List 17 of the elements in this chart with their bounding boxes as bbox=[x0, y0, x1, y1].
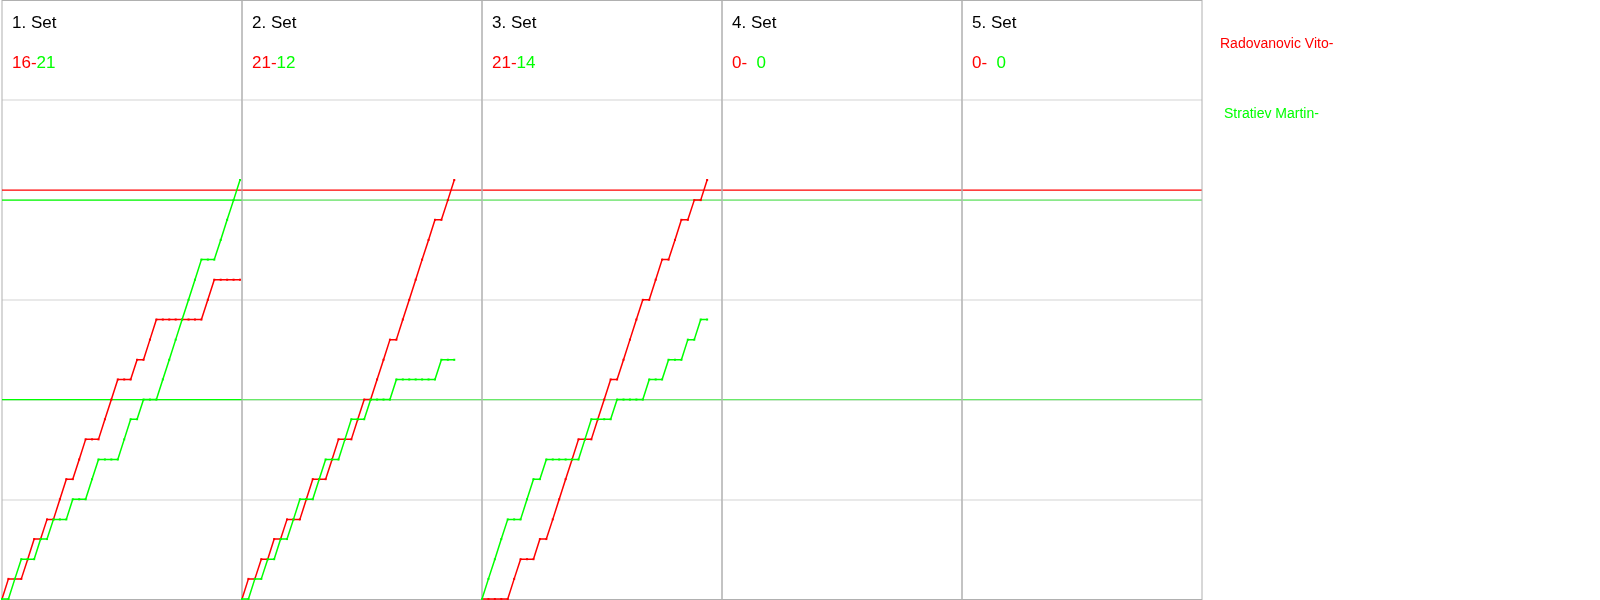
text: 0- bbox=[732, 53, 748, 72]
chart-title: 1. Set bbox=[12, 13, 57, 32]
text: 12 bbox=[276, 53, 296, 72]
text: Stratiev Martin- bbox=[1224, 105, 1320, 121]
text: 0 bbox=[747, 53, 767, 72]
chart-title: 3. Set bbox=[492, 13, 537, 32]
text: Radovanovic Vito- bbox=[1220, 35, 1334, 51]
text: 4. Set bbox=[732, 13, 777, 32]
text: 0- bbox=[972, 53, 988, 72]
text: 0 bbox=[987, 53, 1007, 72]
text: 21- bbox=[492, 53, 517, 72]
chart-title: 2. Set bbox=[252, 13, 297, 32]
text: 14 bbox=[516, 53, 536, 72]
text: 5. Set bbox=[972, 13, 1017, 32]
text: 21 bbox=[36, 53, 56, 72]
text: 21- bbox=[252, 53, 277, 72]
text: 16- bbox=[12, 53, 37, 72]
